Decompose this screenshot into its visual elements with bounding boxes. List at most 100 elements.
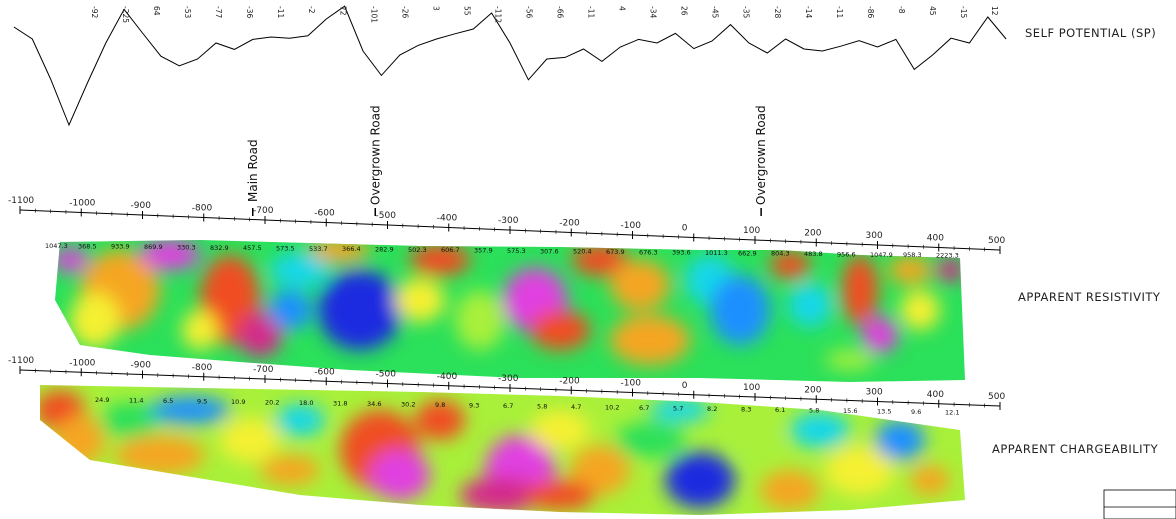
pseudosection-data-label: 956.6 <box>837 250 856 258</box>
sp-station-label: -11 <box>276 6 285 18</box>
axis-tick-label: 0 <box>682 381 688 391</box>
pseudosection-data-label: 1047.3 <box>45 242 68 250</box>
pseudosection-data-label: 15.6 <box>843 407 857 415</box>
pseudosection-data-label: 673.9 <box>606 248 625 256</box>
pseudosection-data-label: 676.3 <box>639 248 658 256</box>
sp-station-label: -34 <box>649 6 658 18</box>
pseudosection-data-label: 24.9 <box>95 396 109 404</box>
pseudosection-data-label: 330.3 <box>177 243 196 251</box>
pseudosection-data-label: 2223.3 <box>936 251 959 259</box>
pseudosection-data-label: 1047.9 <box>870 251 893 259</box>
sp-station-label: 55 <box>462 6 471 16</box>
pseudosection-data-label: 12.1 <box>945 409 959 417</box>
title-block <box>1103 489 1176 519</box>
axis-tick-label: -700 <box>253 365 274 375</box>
axis-tick-label: -300 <box>498 216 519 226</box>
sp-station-label: -66 <box>556 6 565 18</box>
pseudosection-data-label: 5.8 <box>537 403 547 411</box>
pseudosection-data-label: 533.7 <box>309 245 328 253</box>
axis-tick-label: 100 <box>743 226 760 236</box>
pseudosection-data-label: 6.7 <box>503 402 513 410</box>
pseudosection-data-label: 483.8 <box>804 250 823 258</box>
road-label: Overgrown Road <box>368 105 382 205</box>
sp-station-label: -53 <box>183 6 192 18</box>
axis-tick-label: 100 <box>743 383 760 393</box>
sp-station-label: 72 <box>338 6 347 16</box>
sp-station-label: -101 <box>369 6 378 23</box>
pseudosection-data-label: 368.5 <box>78 242 97 250</box>
sp-station-label: 3 <box>431 6 440 11</box>
pseudosection-data-label: 573.5 <box>276 244 295 252</box>
road-labels: Main Road Overgrown Road Overgrown Road <box>246 105 768 216</box>
resistivity-axis: -1100 -1000 -900 -800 -700 -600 -500 -400 -300 -2… <box>8 196 1005 254</box>
resistivity-data-labels: 1047.3 368.5 933.9 869.9 330.3 832.9 457.5 573.… <box>45 242 959 259</box>
pseudosection-data-label: 393.6 <box>672 249 691 257</box>
pseudosection-data-label: 4.7 <box>571 403 581 411</box>
road-label: Overgrown Road <box>754 105 768 205</box>
sp-station-label: -14 <box>804 6 813 18</box>
road-label: Main Road <box>246 139 260 202</box>
sp-station-label: 12 <box>990 6 999 16</box>
sp-section-label: SELF POTENTIAL (SP) <box>1025 26 1156 40</box>
pseudosection-data-label: 30.2 <box>401 401 415 409</box>
axis-tick-label: 200 <box>804 385 821 395</box>
pseudosection-data-label: 9.8 <box>435 401 445 409</box>
sp-profile: -92 -225 64 -53 -77 -36 -11 -2 72 -101 -26 3 55 -112 -… <box>13 5 1007 127</box>
sp-station-label: -11 <box>835 6 844 18</box>
pseudosection-data-label: 8.2 <box>707 405 717 413</box>
pseudosection-data-label: 9.6 <box>911 408 921 416</box>
sp-station-label: -77 <box>214 6 223 18</box>
pseudosection-data-label: 804.3 <box>771 250 790 258</box>
pseudosection-data-label: 18.0 <box>299 399 313 407</box>
pseudosection-data-label: 520.4 <box>573 248 592 256</box>
axis-tick-label: 0 <box>682 224 688 234</box>
axis-tick-label: -200 <box>559 376 580 386</box>
sp-station-label: -86 <box>866 6 875 18</box>
axis-tick-label: -500 <box>376 370 397 380</box>
sp-station-label: -92 <box>90 6 99 18</box>
sp-station-label: -35 <box>742 6 751 18</box>
pseudosection-data-label: 575.3 <box>507 247 526 255</box>
sp-station-label: -2 <box>307 6 316 14</box>
pseudosection-data-label: 366.4 <box>342 245 361 253</box>
axis-tick-label: -600 <box>314 367 335 377</box>
pseudosection-data-label: 1011.3 <box>705 249 728 257</box>
pseudosection-data-label: 31.8 <box>333 400 347 408</box>
sp-station-label: -112 <box>493 6 502 23</box>
pseudosection-data-label: 662.9 <box>738 249 757 257</box>
pseudosection-data-label: 6.5 <box>163 397 173 405</box>
pseudosection-data-label: 502.3 <box>408 246 427 254</box>
pseudosection-data-label: 20.2 <box>265 399 279 407</box>
axis-tick-label: -900 <box>131 361 152 371</box>
pseudosection-data-label: 10.9 <box>231 398 245 406</box>
sp-station-label: -11 <box>587 6 596 18</box>
axis-tick-label: 400 <box>927 234 944 244</box>
pseudosection-data-label: 5.8 <box>809 407 819 415</box>
axis-tick-label: -800 <box>192 363 213 373</box>
axis-tick-label: 500 <box>988 236 1005 246</box>
axis-tick-label: -800 <box>192 204 213 214</box>
pseudosection-data-label: 307.6 <box>540 247 559 255</box>
axis-tick-label: 400 <box>927 390 944 400</box>
axis-tick-label: -400 <box>437 372 458 382</box>
pseudosection-data-label: 13.5 <box>877 408 891 416</box>
sp-station-label: -36 <box>245 6 254 18</box>
axis-tick-label: -1000 <box>69 199 95 209</box>
axis-tick-label: -1100 <box>8 196 34 206</box>
axis-tick-label: -600 <box>314 209 335 219</box>
axis-tick-label: -100 <box>621 379 642 389</box>
pseudosection-data-label: 933.9 <box>111 243 130 251</box>
chargeability-data-labels: 24.9 11.4 6.5 9.5 10.9 20.2 18.0 31.8 34.6 30.2 9.… <box>95 396 959 417</box>
axis-tick-label: 500 <box>988 392 1005 402</box>
pseudosection-data-label: 958.3 <box>903 251 922 259</box>
pseudosection-data-label: 34.6 <box>367 400 381 408</box>
pseudosection-data-label: 457.5 <box>243 244 262 252</box>
axis-tick-label: 200 <box>804 229 821 239</box>
pseudosection-data-label: 8.3 <box>741 406 751 414</box>
axis-tick-label: -500 <box>376 211 397 221</box>
pseudosection-data-label: 282.9 <box>375 246 394 254</box>
axis-tick-label: 300 <box>866 231 883 241</box>
pseudosection-data-label: 5.7 <box>673 405 683 413</box>
sp-station-label: -225 <box>121 6 130 23</box>
pseudosection-data-label: 6.1 <box>775 406 785 414</box>
